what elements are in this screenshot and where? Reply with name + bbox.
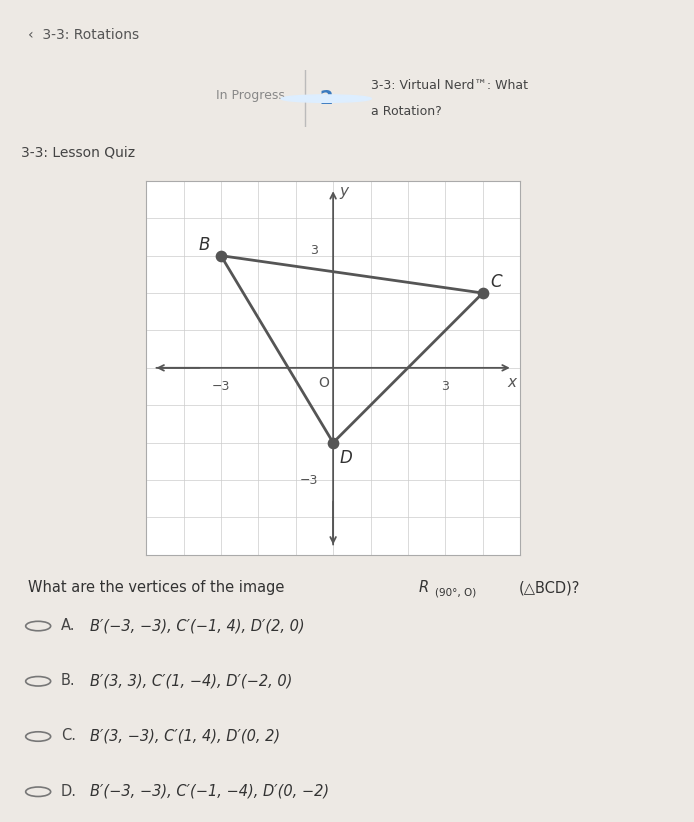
Text: 3: 3 — [310, 244, 319, 256]
Text: y: y — [340, 184, 349, 199]
Circle shape — [281, 95, 371, 103]
Text: B′(−3, −3), C′(−1, −4), D′(0, −2): B′(−3, −3), C′(−1, −4), D′(0, −2) — [90, 783, 330, 799]
Text: O: O — [318, 376, 329, 390]
Text: a Rotation?: a Rotation? — [371, 104, 442, 118]
Text: 3-3: Virtual Nerd™: What: 3-3: Virtual Nerd™: What — [371, 80, 528, 93]
Text: B′(3, 3), C′(1, −4), D′(−2, 0): B′(3, 3), C′(1, −4), D′(−2, 0) — [90, 673, 293, 688]
Text: 2: 2 — [319, 89, 333, 109]
Point — [477, 286, 489, 299]
Text: ‹  3-3: Rotations: ‹ 3-3: Rotations — [28, 28, 139, 42]
Text: C.: C. — [61, 728, 76, 743]
Point — [328, 436, 339, 449]
Text: 3-3: Lesson Quiz: 3-3: Lesson Quiz — [21, 145, 135, 159]
Point — [215, 249, 226, 262]
Text: A.: A. — [61, 618, 76, 633]
Text: x: x — [507, 375, 516, 390]
Text: (90°, O): (90°, O) — [435, 588, 476, 598]
Text: What are the vertices of the image: What are the vertices of the image — [28, 580, 289, 595]
Text: R: R — [418, 580, 429, 595]
Text: −3: −3 — [300, 473, 318, 487]
Text: D.: D. — [61, 783, 77, 799]
Text: 3: 3 — [441, 381, 449, 393]
Text: C: C — [490, 274, 502, 292]
Text: D: D — [340, 449, 353, 467]
Text: −3: −3 — [212, 381, 230, 393]
Text: B: B — [198, 236, 210, 254]
Text: (△BCD)?: (△BCD)? — [518, 580, 579, 595]
Text: B.: B. — [61, 673, 76, 688]
Text: In Progress: In Progress — [216, 90, 285, 102]
Text: B′(−3, −3), C′(−1, 4), D′(2, 0): B′(−3, −3), C′(−1, 4), D′(2, 0) — [90, 618, 305, 633]
Text: B′(3, −3), C′(1, 4), D′(0, 2): B′(3, −3), C′(1, 4), D′(0, 2) — [90, 728, 280, 743]
